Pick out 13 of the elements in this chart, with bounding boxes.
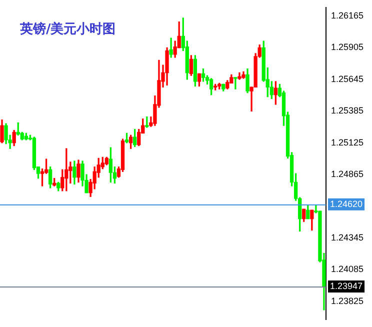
y-tick-label: 1.25645 <box>331 74 364 84</box>
y-tick-label: 1.24085 <box>331 264 364 274</box>
ref-line-label: 1.23947 <box>330 280 363 291</box>
ref-line-label: 1.24620 <box>330 198 363 209</box>
text: 英镑/美元小时图 <box>20 20 116 38</box>
y-tick-label: 1.26165 <box>331 10 364 21</box>
y-tick-label: 1.24865 <box>331 169 364 180</box>
y-tick-label: 1.25385 <box>331 106 364 116</box>
y-tick-label: 1.23825 <box>331 296 364 306</box>
y-tick-label: 1.24345 <box>331 232 364 242</box>
candlestick <box>234 77 238 90</box>
y-tick-label: 1.25125 <box>331 137 364 148</box>
y-tick-label: 1.25905 <box>331 42 364 52</box>
